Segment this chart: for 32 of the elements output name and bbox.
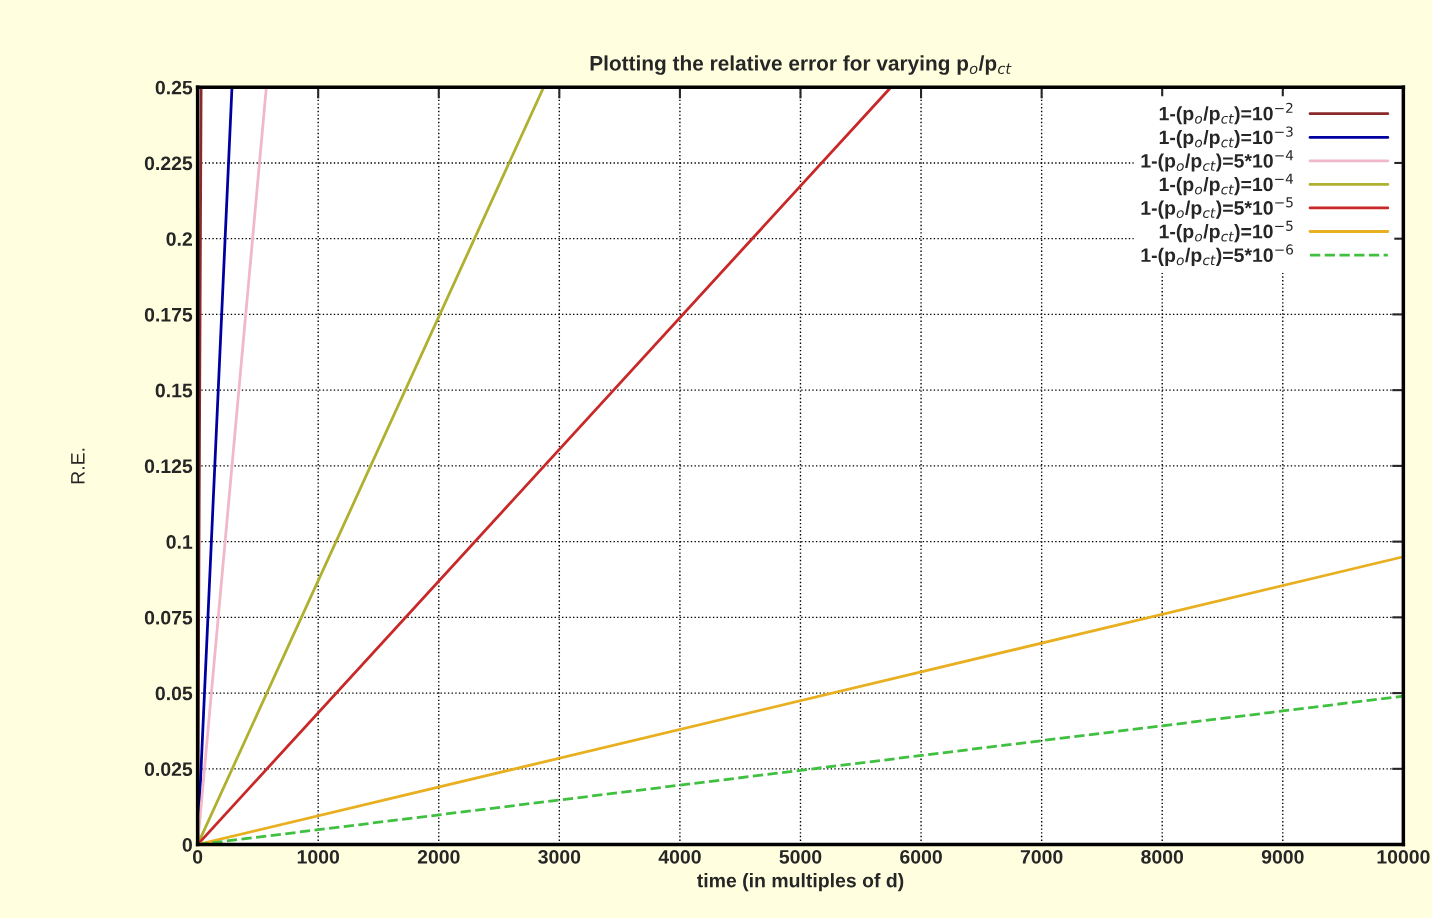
x-tick-label: 10000 xyxy=(1377,849,1430,864)
y-axis-title: R.E. xyxy=(71,448,85,484)
y-tick-label: 0.2 xyxy=(166,232,192,246)
x-tick-label: 9000 xyxy=(1261,849,1304,864)
legend-label: 1-(p$_{o}$/p$_{ct}$)=10$^{−5}$ xyxy=(1159,220,1293,243)
y-tick-label: 0.175 xyxy=(144,307,193,322)
y-tick-label: 0.05 xyxy=(155,686,193,701)
chart-title: Plotting the relative error for varying p$_{o}$/p$_{ct}$ xyxy=(590,55,1012,75)
y-tick-label: 0.025 xyxy=(144,762,193,777)
legend-label: 1-(p$_{o}$/p$_{ct}$)=10$^{−3}$ xyxy=(1159,126,1293,149)
y-tick-label: 0.125 xyxy=(144,459,193,474)
y-tick-label: 0.225 xyxy=(144,156,193,171)
x-tick-label: 6000 xyxy=(900,849,942,864)
x-axis-title: time (in multiples of d) xyxy=(697,873,904,892)
legend-label: 1-(p$_{o}$/p$_{ct}$)=5*10$^{−6}$ xyxy=(1141,244,1294,266)
x-tick-label: 8000 xyxy=(1141,849,1184,864)
x-tick-label: 7000 xyxy=(1020,849,1063,864)
y-tick-label: 0 xyxy=(182,838,192,852)
y-tick-label: 0.1 xyxy=(166,535,193,549)
x-tick-label: 4000 xyxy=(658,849,701,864)
x-tick-label: 3000 xyxy=(538,849,581,864)
x-tick-label: 1000 xyxy=(297,849,340,864)
x-tick-label: 2000 xyxy=(417,849,460,864)
legend-label: 1-(p$_{o}$/p$_{ct}$)=10$^{−4}$ xyxy=(1159,173,1294,196)
legend-label: 1-(p$_{o}$/p$_{ct}$)=5*10$^{−5}$ xyxy=(1141,197,1293,219)
y-tick-label: 0.15 xyxy=(155,383,193,398)
legend-label: 1-(p$_{o}$/p$_{ct}$)=10$^{−2}$ xyxy=(1159,102,1293,125)
legend-label: 1-(p$_{o}$/p$_{ct}$)=5*10$^{−4}$ xyxy=(1141,150,1294,172)
y-tick-label: 0.075 xyxy=(144,610,193,625)
y-tick-label: 0.25 xyxy=(155,80,193,95)
x-tick-label: 0 xyxy=(192,849,203,864)
x-tick-label: 5000 xyxy=(779,849,822,864)
